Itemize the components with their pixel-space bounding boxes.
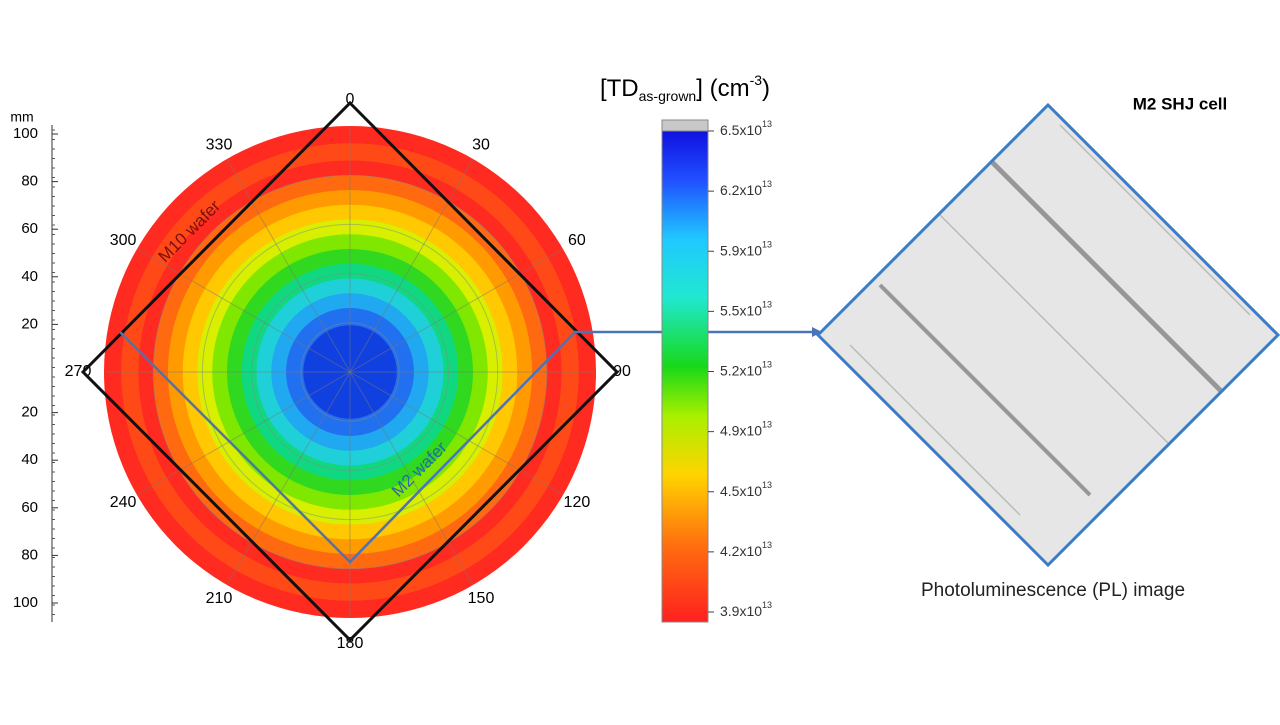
spoke xyxy=(349,371,564,496)
exponent: 13 xyxy=(762,360,772,370)
axis-unit: mm xyxy=(10,109,33,125)
mantissa: 5.2x10 xyxy=(720,362,762,378)
angle-label: 120 xyxy=(564,494,591,511)
tick-label: 100 xyxy=(13,594,38,611)
angle-label: 270 xyxy=(65,363,92,380)
colorbar-ramp xyxy=(661,130,709,623)
exponent: 13 xyxy=(762,480,772,490)
colorbar-label: 4.9x1013 xyxy=(720,420,772,438)
colorbar-label: 6.5x1013 xyxy=(720,119,772,137)
angle-label: 180 xyxy=(337,635,364,652)
angle-label: 210 xyxy=(206,590,233,607)
spoke xyxy=(226,158,351,373)
colorbar-label: 5.5x1013 xyxy=(720,300,772,318)
colorbar-cap xyxy=(661,119,709,132)
tick-label: 80 xyxy=(21,546,38,563)
colorbar-label: 5.9x1013 xyxy=(720,240,772,258)
colorbar: [TDas-grown] (cm-3) 6.5x10136.2x10135.9x… xyxy=(600,72,772,623)
colorbar-title: [TDas-grown] (cm-3) xyxy=(600,72,770,104)
colorbar-label: 6.2x1013 xyxy=(720,180,772,198)
m10-outline xyxy=(80,100,620,643)
tick-label: 40 xyxy=(21,268,38,285)
spoke xyxy=(349,158,474,373)
tick-label: 80 xyxy=(21,173,38,190)
angle-label: 60 xyxy=(568,232,586,249)
title-part: ] (cm xyxy=(696,75,749,102)
title-part: ) xyxy=(762,75,770,102)
mantissa: 5.9x10 xyxy=(720,242,762,258)
exponent: 13 xyxy=(762,540,772,550)
tick-label: 20 xyxy=(21,315,38,332)
pl-title: M2 SHJ cell xyxy=(1133,94,1228,113)
tick-label: 20 xyxy=(21,404,38,421)
angle-label: 90 xyxy=(613,363,631,380)
tick-label: 100 xyxy=(13,125,38,142)
spoke xyxy=(136,371,351,496)
tick-label: 60 xyxy=(21,499,38,516)
mantissa: 4.9x10 xyxy=(720,422,762,438)
exponent: 13 xyxy=(762,240,772,250)
arrow-head xyxy=(812,327,822,337)
pl-texture xyxy=(820,107,1276,563)
tick-label: 60 xyxy=(21,220,38,237)
pl-caption: Photoluminescence (PL) image xyxy=(921,580,1185,601)
mantissa: 6.2x10 xyxy=(720,182,762,198)
angle-label: 240 xyxy=(110,494,137,511)
pl-border xyxy=(815,102,1280,568)
mantissa: 4.2x10 xyxy=(720,543,762,559)
angle-label: 0 xyxy=(346,91,355,108)
title-sub: as-grown xyxy=(639,88,697,104)
mantissa: 4.5x10 xyxy=(720,482,762,498)
spoke xyxy=(349,371,474,586)
spoke xyxy=(226,371,351,586)
angle-label: 30 xyxy=(472,136,490,153)
exponent: 13 xyxy=(762,180,772,190)
angle-label: 150 xyxy=(468,590,495,607)
mantissa: 6.5x10 xyxy=(720,122,762,138)
pl-image: M2 SHJ cell Photoluminescence (PL) image xyxy=(815,94,1280,601)
mantissa: 3.9x10 xyxy=(720,603,762,619)
colorbar-label: 4.5x1013 xyxy=(720,480,772,498)
mantissa: 5.5x10 xyxy=(720,302,762,318)
title-sup: -3 xyxy=(750,72,763,88)
exponent: 13 xyxy=(762,300,772,310)
exponent: 13 xyxy=(762,119,772,129)
tick-label: 40 xyxy=(21,451,38,468)
radial-axis: mm 100 80 60 40 20 20 40 60 80 100 xyxy=(10,109,58,622)
polar-map: 0 30 60 90 120 150 180 210 240 270 300 330 xyxy=(65,91,631,652)
colorbar-label: 5.2x1013 xyxy=(720,360,772,378)
spoke xyxy=(136,248,351,373)
title-part: [TD xyxy=(600,75,639,102)
spoke xyxy=(349,248,564,373)
colorbar-label: 3.9x1013 xyxy=(720,600,772,618)
exponent: 13 xyxy=(762,420,772,430)
angle-label: 330 xyxy=(206,136,233,153)
angle-label: 300 xyxy=(110,232,137,249)
exponent: 13 xyxy=(762,600,772,610)
colorbar-label: 4.2x1013 xyxy=(720,540,772,558)
